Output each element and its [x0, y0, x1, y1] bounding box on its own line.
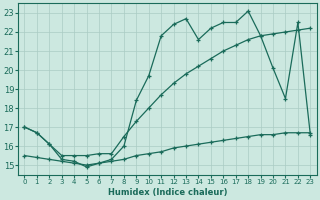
X-axis label: Humidex (Indice chaleur): Humidex (Indice chaleur) [108, 188, 227, 197]
